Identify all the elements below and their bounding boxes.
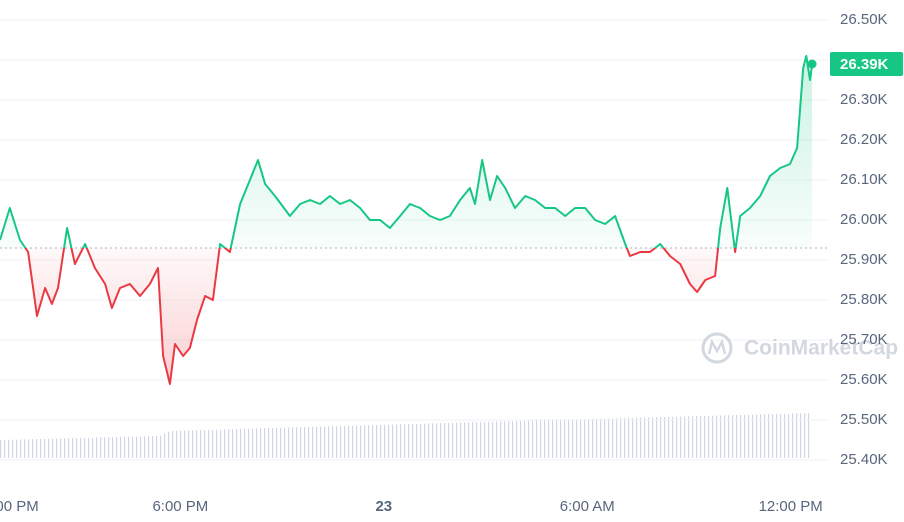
y-tick-label: 26.50K: [840, 11, 888, 28]
watermark: CoinMarketCap: [701, 332, 898, 364]
price-tag-label: 26.39K: [840, 56, 889, 73]
x-tick-label: 1:00 PM: [0, 498, 39, 515]
last-point: [807, 59, 817, 69]
y-tick-label: 26.30K: [840, 91, 888, 108]
y-tick-label: 26.20K: [840, 131, 888, 148]
y-tick-label: 26.00K: [840, 211, 888, 228]
watermark-text: CoinMarketCap: [744, 337, 898, 360]
price-tag: [830, 52, 903, 76]
volume-bars: [0, 413, 812, 458]
y-tick-label: 25.70K: [840, 331, 888, 348]
plot: [0, 55, 828, 385]
y-tick-label: 26.10K: [840, 171, 888, 188]
y-tick-label: 25.90K: [840, 251, 888, 268]
watermark-logo: [701, 332, 733, 364]
x-tick-label: 23: [375, 498, 392, 515]
price-line: [0, 55, 814, 385]
watermark-logo-mark: [707, 338, 727, 355]
grid: [0, 19, 828, 461]
y-tick-label: 25.40K: [840, 451, 888, 468]
x-tick-label: 6:00 AM: [560, 498, 615, 515]
y-tick-label: 25.80K: [840, 291, 888, 308]
y-tick-label: 25.50K: [840, 411, 888, 428]
x-tick-label: 12:00 PM: [759, 498, 823, 515]
axes: 26.50K26.40K26.30K26.20K26.10K26.00K25.9…: [0, 11, 903, 515]
x-tick-label: 6:00 PM: [152, 498, 208, 515]
y-tick-label: 25.60K: [840, 371, 888, 388]
